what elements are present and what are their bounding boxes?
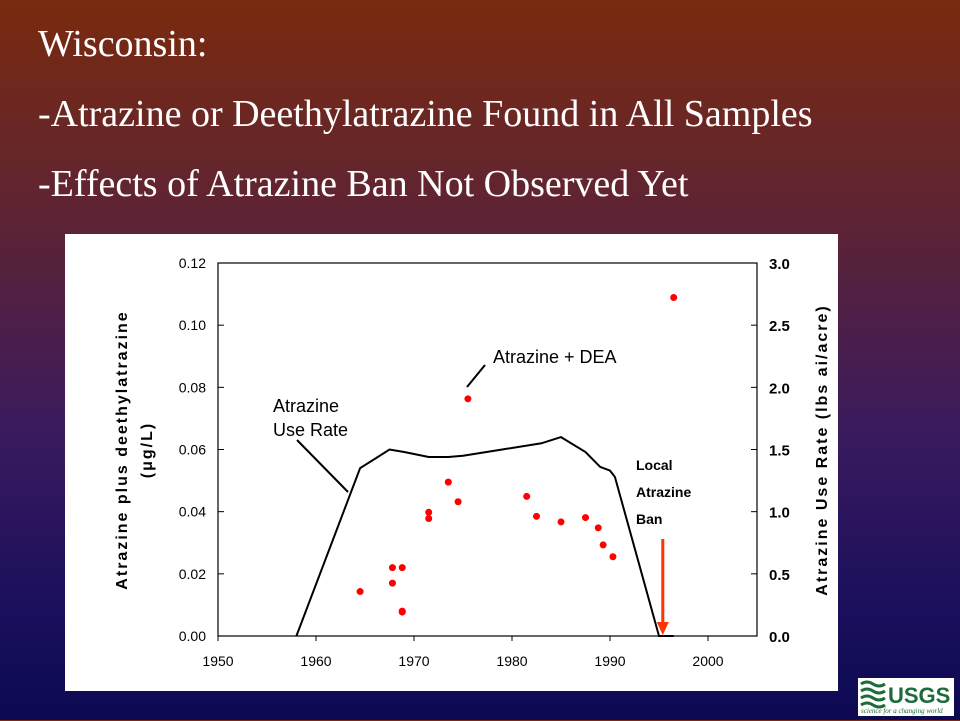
y-tick-label: 0.02 <box>179 566 206 582</box>
annotation-ban-line3: Ban <box>636 511 662 527</box>
usgs-logo-tagline: science for a changing world <box>861 707 943 715</box>
y-tick-label: 0.00 <box>179 628 206 644</box>
y2-tick-label: 0.5 <box>769 567 790 584</box>
annotation-use-rate-line2: Use Rate <box>273 420 348 440</box>
dea-data-point <box>557 518 565 526</box>
x-tick-label: 1990 <box>594 653 625 669</box>
dea-data-point <box>582 514 589 522</box>
dea-data-point <box>454 498 462 506</box>
dea-data-point <box>533 512 540 520</box>
usgs-logo-icon: USGS science for a changing world <box>860 680 950 715</box>
y-axis-title: Atrazine plus deethylatrazine <box>114 310 131 589</box>
y-tick-label: 0.04 <box>179 504 206 520</box>
dea-data-point <box>388 579 396 587</box>
usgs-logo: USGS science for a changing world <box>858 678 954 716</box>
annotation-ban-line1: Local <box>636 457 673 473</box>
dea-data-point <box>388 564 396 572</box>
y-tick-label: 0.10 <box>179 317 206 333</box>
annotation-dea-leader <box>466 364 486 388</box>
plot-area-frame <box>217 262 758 637</box>
use-rate-line <box>295 436 674 637</box>
atrazine-chart: 1950 1960 1970 1980 1990 2000 0.00 0.02 0.04 0.06… <box>114 255 831 669</box>
x-tick-label: 1960 <box>300 653 331 669</box>
dea-data-point <box>670 294 678 302</box>
y2-tick-label: 2.0 <box>769 380 790 397</box>
dea-data-point <box>398 608 406 616</box>
dea-data-point <box>425 508 433 516</box>
y2-tick-label: 1.5 <box>769 443 790 460</box>
y-tick-label: 0.06 <box>179 442 206 458</box>
dea-data-point <box>444 478 452 486</box>
x-tick-label: 2000 <box>692 653 723 669</box>
dea-data-point <box>609 553 617 561</box>
dea-data-point <box>356 588 364 596</box>
annotation-ban-line2: Atrazine <box>636 484 691 500</box>
dea-data-point <box>425 515 433 523</box>
y-tick-label: 0.08 <box>179 379 206 395</box>
dea-data-point <box>594 524 602 532</box>
ban-arrow-head <box>656 622 669 635</box>
dea-data-point <box>464 395 472 403</box>
y2-tick-label: 3.0 <box>769 256 790 273</box>
usgs-logo-text: USGS <box>888 683 950 708</box>
x-tick-label: 1950 <box>202 653 233 669</box>
dea-data-point <box>398 564 406 572</box>
chart-panel: 1950 1960 1970 1980 1990 2000 0.00 0.02 0.04 0.06… <box>65 234 838 691</box>
y-axis-unit: (μg/L) <box>139 422 156 478</box>
slide-bullet-atrazine-found: -Atrazine or Deethylatrazine Found in Al… <box>38 93 813 135</box>
y2-tick-label: 2.5 <box>769 318 790 335</box>
y2-tick-label: 1.0 <box>769 505 790 522</box>
slide-title-line-1: Wisconsin: <box>38 23 208 65</box>
y2-axis-title: Atrazine Use Rate (lbs ai/acre) <box>814 304 831 595</box>
x-tick-label: 1980 <box>496 653 527 669</box>
x-tick-label: 1970 <box>398 653 429 669</box>
y2-tick-label: 0.0 <box>769 629 790 646</box>
dea-data-point <box>599 541 607 549</box>
y-tick-label: 0.12 <box>179 255 206 271</box>
annotation-use-rate-leader <box>296 439 349 493</box>
annotation-atrazine-dea: Atrazine + DEA <box>493 347 617 367</box>
dea-data-point <box>523 492 531 500</box>
slide-bullet-ban-effects: -Effects of Atrazine Ban Not Observed Ye… <box>38 163 689 205</box>
annotation-use-rate-line1: Atrazine <box>273 396 339 416</box>
